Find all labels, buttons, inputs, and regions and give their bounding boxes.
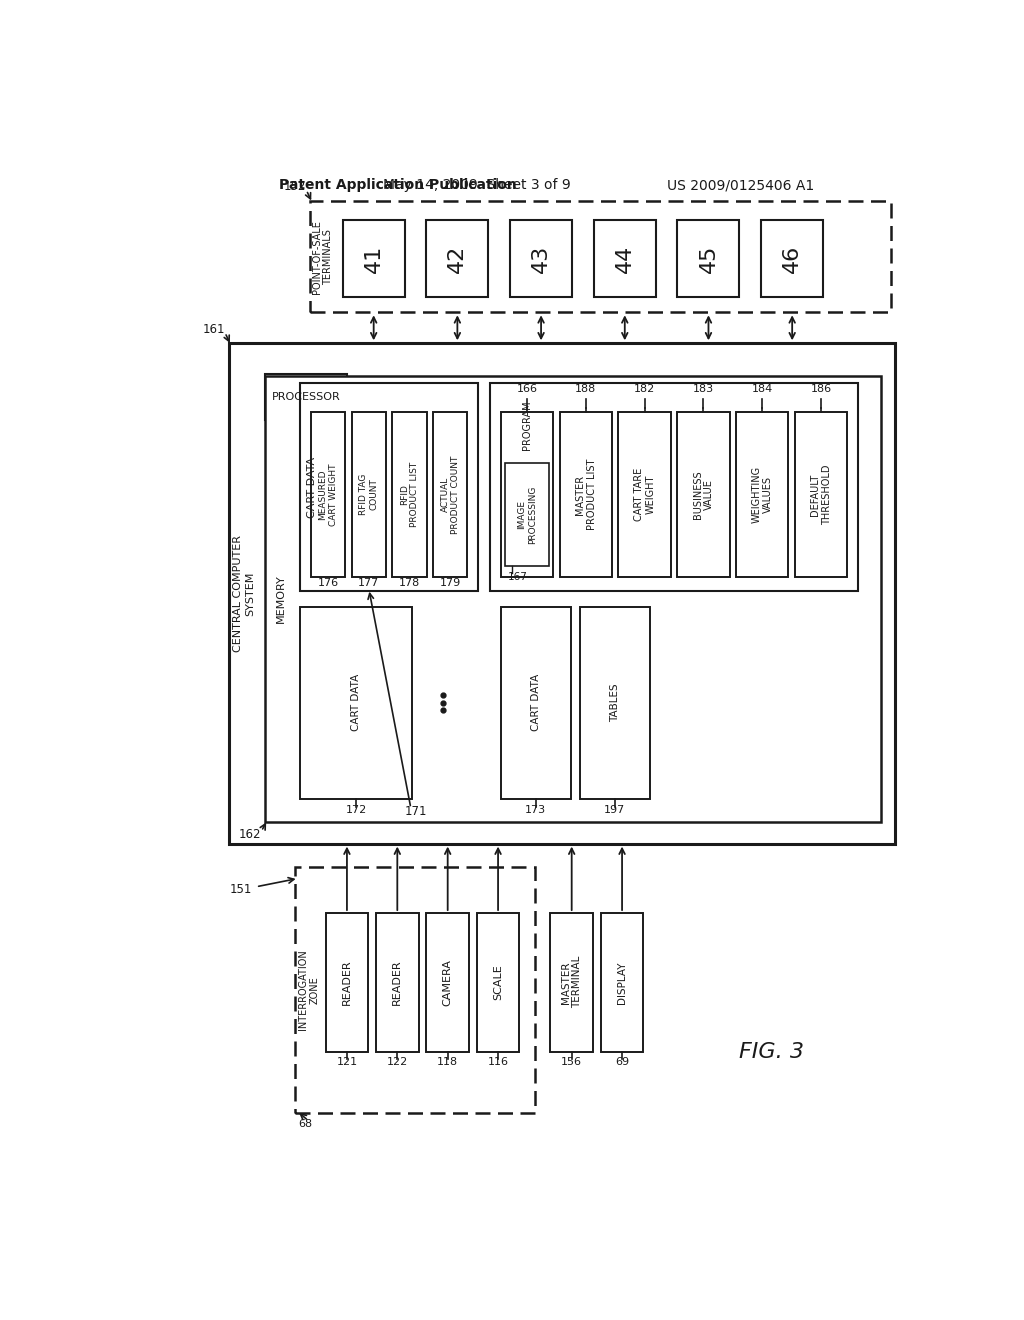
Bar — [228, 343, 895, 843]
Text: 121: 121 — [336, 1057, 357, 1068]
Text: 116: 116 — [487, 1057, 509, 1068]
Text: PROCESSOR: PROCESSOR — [271, 392, 340, 403]
Text: 183: 183 — [693, 384, 714, 395]
Text: RFID
PRODUCT LIST: RFID PRODUCT LIST — [399, 462, 419, 527]
Text: 167: 167 — [508, 572, 527, 582]
Text: 166: 166 — [516, 384, 538, 395]
Text: INTERROGATION
ZONE: INTERROGATION ZONE — [298, 949, 319, 1031]
Text: DISPLAY: DISPLAY — [617, 961, 627, 1003]
Text: MEMORY: MEMORY — [275, 574, 286, 623]
Bar — [265, 374, 346, 420]
Text: 42: 42 — [447, 244, 467, 273]
Text: ACTUAL
PRODUCT COUNT: ACTUAL PRODUCT COUNT — [440, 455, 460, 533]
Bar — [594, 220, 655, 297]
Text: 197: 197 — [604, 805, 626, 814]
Text: 122: 122 — [387, 1057, 408, 1068]
Text: IMAGE
PROCESSING: IMAGE PROCESSING — [517, 486, 537, 544]
Bar — [311, 412, 345, 577]
Bar — [326, 913, 369, 1052]
Text: 182: 182 — [634, 384, 655, 395]
Text: 68: 68 — [299, 1119, 312, 1129]
Bar — [310, 201, 891, 313]
Bar — [351, 412, 386, 577]
Text: POINT-OF-SALE
TERMINALS: POINT-OF-SALE TERMINALS — [311, 219, 334, 293]
Text: 118: 118 — [437, 1057, 459, 1068]
Bar — [506, 463, 549, 566]
Bar — [343, 220, 404, 297]
Bar — [736, 412, 788, 577]
Text: 43: 43 — [531, 244, 551, 273]
Text: 178: 178 — [399, 578, 420, 589]
Bar — [677, 412, 730, 577]
Text: READER: READER — [342, 960, 352, 1005]
Bar — [300, 383, 478, 591]
Text: FIG. 3: FIG. 3 — [738, 1041, 804, 1061]
Bar — [795, 412, 847, 577]
Bar — [559, 412, 612, 577]
Text: READER: READER — [392, 960, 402, 1005]
Text: DEFAULT
THRESHOLD: DEFAULT THRESHOLD — [810, 465, 831, 525]
Bar — [761, 220, 823, 297]
Bar — [300, 607, 413, 799]
Text: 45: 45 — [698, 244, 719, 273]
Text: 188: 188 — [575, 384, 596, 395]
Text: CART TARE
WEIGHT: CART TARE WEIGHT — [634, 467, 655, 521]
Text: MEASURED
CART WEIGHT: MEASURED CART WEIGHT — [318, 463, 338, 525]
Text: 172: 172 — [346, 805, 367, 814]
Bar — [501, 412, 553, 577]
Text: CART DATA: CART DATA — [530, 675, 541, 731]
Text: 152: 152 — [284, 181, 306, 194]
Text: US 2009/0125406 A1: US 2009/0125406 A1 — [667, 178, 814, 193]
Bar — [295, 867, 535, 1113]
Text: 69: 69 — [615, 1057, 629, 1068]
Bar — [678, 220, 739, 297]
Text: 156: 156 — [561, 1057, 583, 1068]
Text: 186: 186 — [810, 384, 831, 395]
Bar — [489, 383, 858, 591]
Bar — [550, 913, 593, 1052]
Text: 177: 177 — [358, 578, 380, 589]
Text: 161: 161 — [203, 323, 225, 335]
Bar — [580, 607, 649, 799]
Text: CART DATA: CART DATA — [307, 457, 317, 517]
Bar — [601, 913, 643, 1052]
Text: MASTER
TERMINAL: MASTER TERMINAL — [561, 956, 583, 1008]
Bar — [426, 913, 469, 1052]
Bar — [265, 376, 882, 822]
Bar — [426, 220, 488, 297]
Text: RFID TAG
COUNT: RFID TAG COUNT — [359, 474, 379, 515]
Text: SCALE: SCALE — [494, 965, 503, 1001]
Bar — [433, 412, 467, 577]
Text: TABLES: TABLES — [609, 684, 620, 722]
Text: 184: 184 — [752, 384, 773, 395]
Bar — [477, 913, 519, 1052]
Bar — [501, 607, 570, 799]
Text: 46: 46 — [782, 244, 802, 273]
Text: MASTER
PRODUCT LIST: MASTER PRODUCT LIST — [575, 459, 597, 531]
Text: CENTRAL COMPUTER
SYSTEM: CENTRAL COMPUTER SYSTEM — [233, 535, 255, 652]
Text: 179: 179 — [439, 578, 461, 589]
Text: May 14, 2009  Sheet 3 of 9: May 14, 2009 Sheet 3 of 9 — [383, 178, 570, 193]
Bar — [510, 220, 572, 297]
Text: 151: 151 — [229, 883, 252, 896]
Text: CART DATA: CART DATA — [351, 675, 361, 731]
Text: 176: 176 — [317, 578, 339, 589]
Text: BUSINESS
VALUE: BUSINESS VALUE — [692, 470, 714, 519]
Bar — [376, 913, 419, 1052]
Text: 162: 162 — [239, 828, 261, 841]
Text: WEIGHTING
VALUES: WEIGHTING VALUES — [752, 466, 773, 523]
Text: CAMERA: CAMERA — [442, 958, 453, 1006]
Bar — [618, 412, 671, 577]
Text: 44: 44 — [614, 244, 635, 273]
Text: 173: 173 — [525, 805, 546, 814]
Bar — [392, 412, 427, 577]
Text: 41: 41 — [364, 244, 384, 273]
Text: 171: 171 — [404, 805, 427, 818]
Text: PROGRAM: PROGRAM — [522, 401, 532, 450]
Text: Patent Application Publication: Patent Application Publication — [280, 178, 517, 193]
